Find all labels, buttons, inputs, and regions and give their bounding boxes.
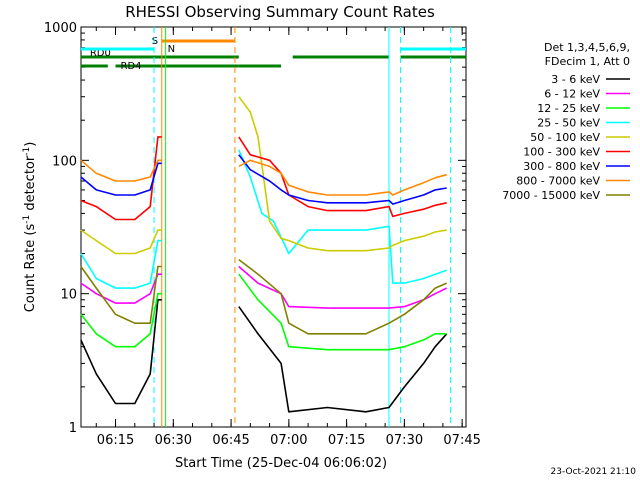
series-line-800-7000-kev (80, 159, 447, 196)
annotation-label-rd4: RD4 (121, 61, 142, 72)
y-axis-label: Count Rate (s-1 detector-1) (22, 142, 38, 313)
legend-label-7000-15000-kev: 7000 - 15000 keV (502, 189, 600, 202)
render-timestamp: 23-Oct-2021 21:10 (551, 467, 637, 477)
y-tick-label: 1000 (44, 21, 77, 36)
series-line-3-6-kev (80, 299, 448, 413)
legend-label-3-6-kev: 3 - 6 keV (551, 73, 600, 86)
series-line-6-12-kev (80, 265, 448, 309)
series-line-7000-15000-kev (80, 258, 448, 335)
chart-title: RHESSI Observing Summary Count Rates (125, 3, 435, 21)
series-line-12-25-kev (80, 273, 447, 351)
annotation-label-rd0: RD0 (90, 48, 111, 59)
legend-header-line-1: Det 1,3,4,5,6,9, (544, 41, 630, 54)
legend-header-line-2: FDecim 1, Att 0 (545, 55, 630, 68)
x-tick-label: 07:15 (328, 433, 365, 448)
annotation-label-s: S (152, 36, 158, 47)
series-line-25-50-kev (80, 149, 447, 289)
x-axis-label: Start Time (25-Dec-04 06:06:02) (175, 456, 387, 471)
y-tick-label: 1 (69, 421, 77, 436)
x-tick-label: 06:15 (97, 433, 134, 448)
legend-label-25-50-kev: 25 - 50 keV (537, 117, 600, 130)
legend-label-50-100-kev: 50 - 100 keV (530, 131, 600, 144)
x-tick-label: 07:45 (443, 433, 480, 448)
x-tick-label: 07:00 (270, 433, 307, 448)
series-line-50-100-kev (80, 96, 447, 255)
y-tick-label: 10 (60, 288, 77, 303)
plot-frame (80, 26, 467, 428)
annotation-label-n: N (168, 44, 175, 55)
series-line-100-300-kev (80, 136, 447, 221)
legend-label-6-12-kev: 6 - 12 keV (544, 88, 600, 101)
series-line-300-800-kev (80, 154, 447, 205)
x-tick-label: 07:30 (386, 433, 423, 448)
x-tick-label: 06:45 (212, 433, 249, 448)
x-tick-label: 06:30 (155, 433, 192, 448)
legend-label-100-300-kev: 100 - 300 keV (523, 146, 600, 159)
legend-label-12-25-kev: 12 - 25 keV (537, 102, 600, 115)
legend-label-800-7000-kev: 800 - 7000 keV (516, 175, 600, 188)
legend-label-300-800-kev: 300 - 800 keV (523, 160, 600, 173)
y-tick-label: 100 (52, 154, 77, 169)
